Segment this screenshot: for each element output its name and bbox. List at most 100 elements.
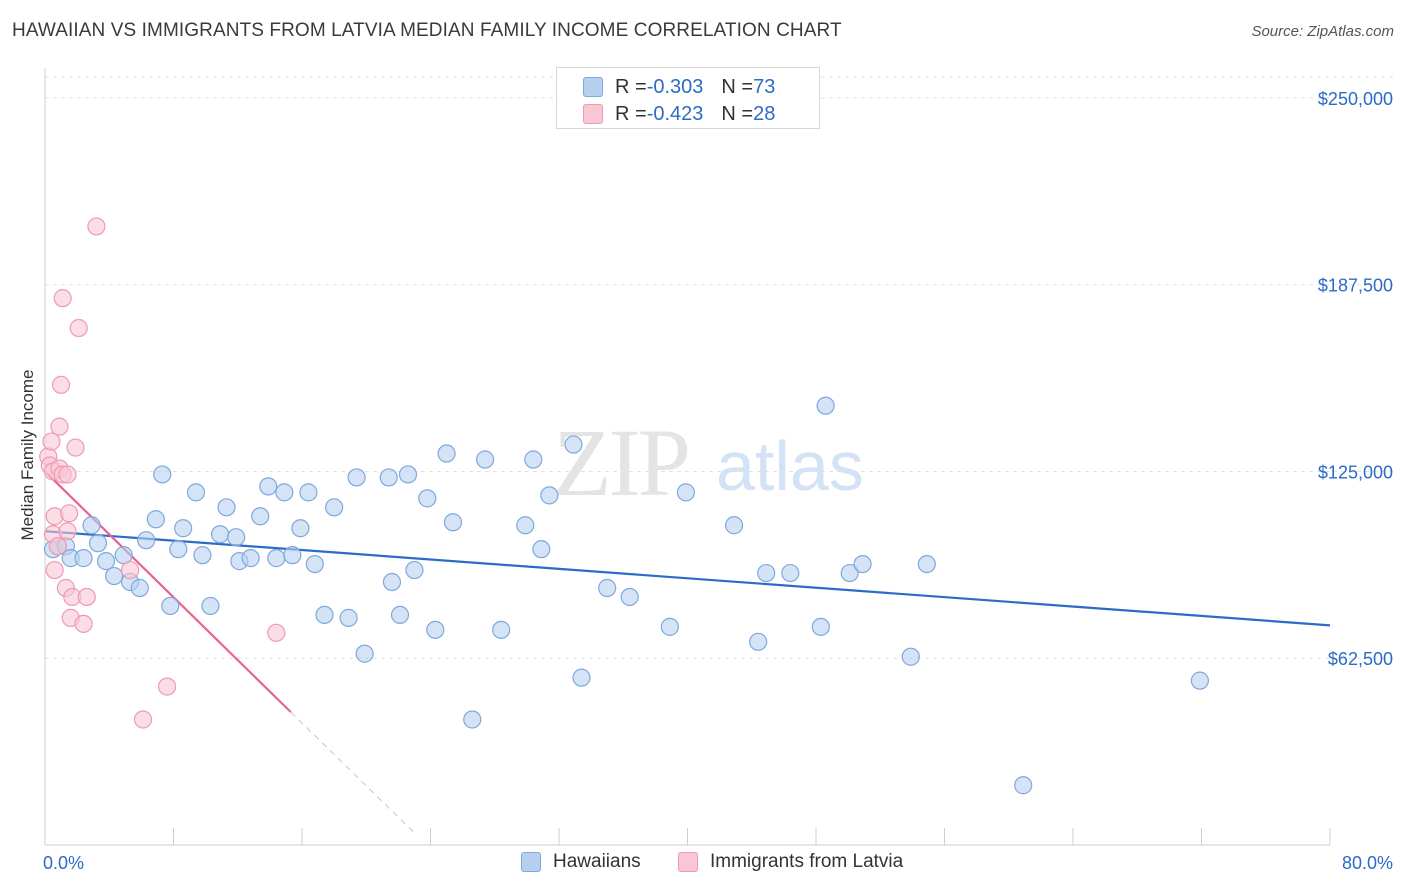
hawaiian-point (347, 468, 366, 487)
hawaiian-point (169, 540, 188, 559)
latvia-point (59, 504, 79, 523)
legend-n-value: 73 (753, 75, 776, 98)
hawaiian-point (174, 519, 193, 538)
hawaiian-point (299, 483, 318, 502)
x-tick-label: 80.0% (1342, 853, 1393, 873)
hawaiian-point (88, 534, 108, 553)
watermark-atlas: atlas (716, 427, 864, 505)
hawaiian-point (532, 540, 551, 559)
legend-label-hawaiians: Hawaiians (553, 851, 641, 872)
hawaiian-point (251, 507, 270, 526)
legend-label-latvia: Immigrants from Latvia (710, 851, 904, 872)
hawaiian-point (443, 513, 463, 532)
hawaiian-point (355, 644, 374, 663)
hawaiian-point (146, 510, 165, 529)
latvia-point (48, 537, 67, 556)
hawaiian-point (161, 596, 180, 616)
legend-row-latvia: R = -0.423 N = 28 (583, 102, 775, 126)
point-layer (39, 217, 1209, 795)
hawaiian-point (1014, 776, 1033, 795)
hawaiian-point (676, 483, 695, 502)
hawaiian-trend-line (44, 530, 1331, 627)
trend-layer (44, 470, 1331, 835)
hawaiian-point (492, 620, 511, 639)
legend-r-label: R = (615, 75, 647, 98)
hawaiian-point (325, 498, 344, 517)
hawaiian-point (405, 560, 424, 580)
hawaiian-point (437, 444, 456, 463)
hawaiian-point (210, 525, 230, 544)
y-tick-label: $125,000 (1318, 462, 1393, 482)
legend-row-hawaiians: R = -0.303 N = 73 (583, 75, 775, 99)
legend-r-value: -0.423 (646, 102, 704, 125)
hawaiian-point (572, 668, 591, 687)
x-tick-label: 0.0% (43, 853, 84, 873)
legend-swatch-blue (521, 852, 541, 872)
latvia-trend-line (44, 470, 292, 713)
hawaiian-point (186, 483, 206, 502)
latvia-point (42, 432, 61, 451)
hawaiian-point (840, 563, 859, 583)
hawaiian-point (540, 486, 559, 505)
hawaiian-point (130, 578, 149, 598)
hawaiian-point (524, 450, 543, 469)
y-tick-label: $62,500 (1328, 649, 1393, 669)
legend-r-label: R = (615, 102, 647, 125)
hawaiian-point (724, 516, 744, 535)
legend-item-latvia: Immigrants from Latvia (678, 851, 903, 873)
hawaiian-point (463, 710, 482, 729)
latvia-point (133, 710, 153, 729)
hawaiian-point (315, 605, 334, 624)
latvia-point (157, 677, 177, 696)
legend-n-label: N = (721, 75, 754, 98)
legend-swatch-pink (678, 852, 698, 872)
hawaiian-point (259, 477, 278, 496)
latvia-point (58, 522, 77, 541)
hawaiian-point (917, 554, 936, 574)
hawaiian-point (476, 450, 495, 469)
legend-r-value: -0.303 (646, 75, 704, 98)
grid-layer (45, 76, 1395, 659)
hawaiian-point (816, 396, 835, 415)
latvia-point (69, 318, 88, 338)
hawaiian-point (660, 617, 679, 636)
latvia-point (77, 587, 96, 607)
watermark: ZIP atlas (553, 409, 864, 516)
y-tick-label: $187,500 (1318, 276, 1393, 296)
hawaiian-point (291, 519, 310, 538)
hawaiian-point (339, 608, 358, 627)
hawaiian-point (901, 647, 920, 666)
hawaiian-point (398, 465, 418, 484)
hawaiian-point (379, 468, 398, 487)
hawaiian-point (853, 554, 872, 574)
latvia-point (121, 560, 140, 580)
hawaiian-point (564, 435, 583, 454)
latvia-point (53, 289, 72, 308)
hawaiian-point (227, 528, 246, 547)
hawaiian-point (781, 563, 800, 583)
hawaiian-point (283, 546, 302, 565)
watermark-zip: ZIP (553, 409, 688, 516)
legend-n-value: 28 (753, 102, 776, 125)
y-axis-label: Median Family Income (18, 369, 37, 540)
hawaiian-point (811, 617, 830, 636)
hawaiian-point (275, 483, 294, 502)
hawaiian-point (382, 572, 402, 592)
hawaiian-point (598, 578, 617, 598)
y-tick-label: $250,000 (1318, 89, 1393, 109)
hawaiian-point (193, 546, 212, 565)
hawaiian-point (757, 563, 776, 583)
hawaiian-point (267, 549, 286, 568)
hawaiian-point (74, 549, 93, 568)
latvia-point (58, 465, 77, 484)
latvia-point (50, 417, 69, 436)
hawaiian-point (305, 554, 324, 574)
latvia-point (45, 560, 64, 580)
hawaiian-point (1190, 671, 1209, 690)
hawaiian-point (82, 516, 101, 535)
latvia-point (74, 614, 93, 633)
legend-n-label: N = (721, 102, 754, 125)
hawaiian-point (137, 531, 156, 550)
legend-item-hawaiians: Hawaiians (521, 851, 641, 873)
